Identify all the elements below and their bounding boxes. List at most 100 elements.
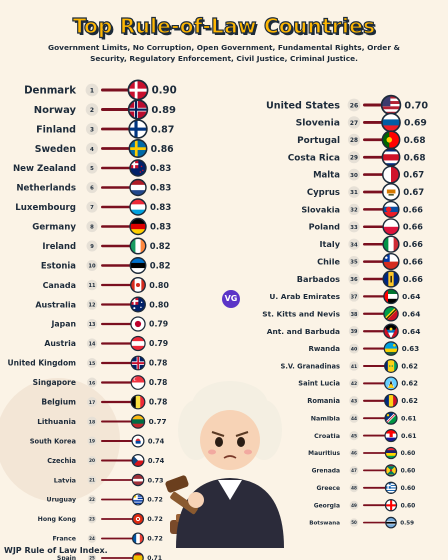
- pin-stem: [363, 155, 384, 159]
- netherlands-flag-icon: [129, 178, 147, 197]
- rank-number: 21: [89, 478, 95, 483]
- rank-badge: [86, 377, 98, 388]
- country-label: Barbados: [297, 274, 340, 284]
- botswana-flag-icon: [385, 516, 397, 529]
- chart-row: Lithuania 18 0.77: [37, 414, 167, 429]
- score-value: 0.66: [403, 204, 423, 214]
- rank-number: 40: [351, 347, 358, 353]
- country-label: Rwanda: [308, 344, 340, 353]
- chart-row: Romania 43 0.62: [307, 393, 418, 408]
- rank-number: 17: [89, 400, 96, 406]
- rank-badge: [86, 142, 98, 155]
- score-value: 0.64: [402, 309, 420, 318]
- country-label: Slovakia: [301, 204, 340, 214]
- country-label: Spain: [57, 555, 76, 560]
- score-value: 0.80: [149, 281, 169, 290]
- chart-title: Top Rule-of-Law Countries: [72, 13, 376, 38]
- chart-row: Japan 13 0.79: [51, 316, 168, 332]
- chart-row: Uruguay 22 0.72: [47, 493, 163, 506]
- chile-flag-icon: [382, 253, 400, 271]
- norway-flag-icon: [127, 99, 149, 120]
- country-label: Cyprus: [307, 188, 340, 198]
- chart-row: Botswana 50 0.59: [309, 516, 414, 529]
- pin-stem: [101, 166, 132, 170]
- rank-badge: [86, 162, 98, 174]
- country-label: Finland: [36, 124, 76, 135]
- rank-badge: [348, 168, 360, 181]
- country-label: St. Kitts and Nevis: [262, 309, 340, 318]
- rank-number: 10: [88, 264, 96, 270]
- rank-badge: [86, 260, 98, 271]
- poland-flag-icon: [382, 218, 400, 236]
- pin-stem: [363, 347, 386, 350]
- chart-row: Austria 14 0.79: [44, 335, 168, 352]
- rank-badge: [86, 396, 98, 408]
- score-value: 0.74: [148, 437, 165, 445]
- pin-stem: [101, 381, 133, 384]
- chart-row: Spain 25 0.71: [57, 552, 162, 560]
- rank-number: 9: [90, 244, 94, 250]
- rank-badge: [86, 299, 98, 310]
- rank-badge: [348, 151, 360, 164]
- pin-stem: [363, 452, 387, 454]
- pin-stem: [363, 521, 387, 524]
- japan-flag-icon: [130, 316, 146, 332]
- rank-badge: [86, 201, 98, 213]
- spain-flag-icon: [132, 552, 144, 560]
- country-label: Singapore: [33, 378, 76, 387]
- rank-badge: [85, 122, 99, 136]
- country-label: Costa Rica: [288, 153, 340, 163]
- chart-row: Finland 3 0.87: [36, 119, 174, 139]
- chart-row: New Zealand 5 0.83: [13, 159, 171, 177]
- rank-badge: [87, 416, 97, 427]
- score-value: 0.80: [149, 300, 169, 309]
- chart-row: France 24 0.72: [53, 532, 163, 545]
- chart-row: Grenada 47 0.60: [312, 464, 415, 477]
- chart-row: Ant. and Barbuda 39 0.64: [267, 323, 420, 339]
- country-label: Italy: [320, 239, 341, 249]
- pin-stem: [101, 400, 133, 404]
- rank-number: 11: [89, 283, 96, 289]
- pin-stem: [363, 417, 387, 420]
- score-value: 0.74: [148, 457, 165, 465]
- pin-stem: [363, 382, 386, 385]
- hongkong-flag-icon: [131, 512, 145, 526]
- antigua-flag-icon: [383, 323, 399, 339]
- country-label: Croatia: [314, 433, 340, 440]
- rank-badge: [86, 338, 98, 349]
- pin-stem: [363, 173, 384, 176]
- score-value: 0.59: [400, 521, 414, 527]
- chart-row: Portugal 28 0.68: [297, 130, 425, 150]
- score-value: 0.78: [149, 378, 168, 387]
- rank-number: 29: [350, 155, 358, 161]
- country-label: Romania: [307, 397, 340, 405]
- chart-row: Singapore 16 0.78: [33, 375, 168, 390]
- rank-number: 12: [89, 302, 96, 308]
- score-value: 0.62: [401, 380, 418, 388]
- country-label: Germany: [32, 223, 76, 233]
- country-label: New Zealand: [13, 164, 76, 174]
- country-label: Georgia: [314, 502, 340, 509]
- country-label: Slovenia: [296, 118, 340, 129]
- rank-badge: [347, 116, 361, 129]
- rank-number: 31: [350, 190, 358, 196]
- ireland-flag-icon: [129, 237, 147, 255]
- slovenia-flag-icon: [381, 112, 401, 133]
- rank-number: 18: [89, 419, 95, 425]
- score-value: 0.61: [401, 415, 417, 422]
- score-value: 0.79: [149, 339, 168, 348]
- newzealand-flag-icon: [129, 159, 147, 177]
- georgia-flag-icon: [384, 499, 398, 512]
- rank-badge: [348, 203, 360, 215]
- country-label: Poland: [309, 222, 341, 232]
- pin-stem: [101, 440, 134, 442]
- uk-flag-icon: [130, 355, 146, 371]
- chart-row: Saint Lucia 42 0.62: [298, 376, 418, 391]
- pin-stem: [101, 479, 134, 481]
- rank-number: 24: [89, 536, 95, 541]
- score-value: 0.64: [402, 292, 420, 301]
- pin-stem: [101, 420, 133, 423]
- country-label: Uruguay: [47, 497, 76, 504]
- chart-row: Netherlands 6 0.83: [16, 178, 171, 197]
